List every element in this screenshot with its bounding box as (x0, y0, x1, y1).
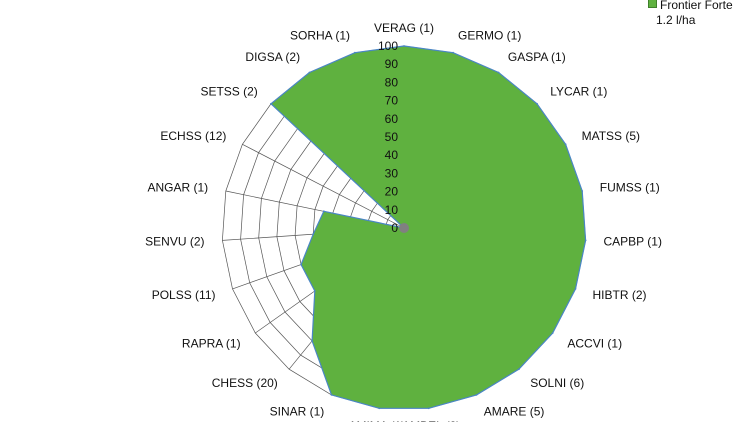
tick-label: 80 (385, 75, 399, 89)
tick-label: 70 (385, 94, 399, 108)
data-point (378, 407, 381, 410)
data-point (518, 368, 520, 371)
data-point (584, 239, 587, 242)
data-point (270, 102, 272, 105)
data-point (354, 51, 356, 54)
tick-label: 30 (385, 166, 399, 180)
legend-label-line1: Frontier Forte (660, 0, 733, 12)
category-label: DIGSA (2) (245, 50, 300, 64)
data-point (308, 71, 311, 74)
category-label: GERMO (1) (458, 28, 521, 42)
legend-label-line2: 1.2 l/ha (656, 13, 696, 27)
tick-label: 40 (385, 148, 399, 162)
data-point (551, 332, 554, 334)
data-point (403, 45, 405, 47)
data-point (475, 394, 478, 396)
category-label: AMBEL (2) (402, 419, 460, 422)
category-label: AMIMA (1) (348, 419, 405, 422)
category-label: CAPBP (1) (604, 235, 662, 249)
category-label: MATSS (5) (582, 129, 640, 143)
tick-label: 20 (385, 185, 399, 199)
data-point (564, 143, 567, 146)
data-point (311, 340, 313, 342)
category-label: POLSS (11) (152, 288, 216, 302)
legend-entry: Frontier Forte (648, 0, 750, 13)
data-point (427, 407, 430, 410)
data-point (313, 290, 316, 292)
data-point (300, 263, 302, 266)
data-point (497, 71, 500, 74)
category-label: ACCVI (1) (567, 336, 622, 350)
category-label: FUMSS (1) (600, 180, 660, 194)
category-label: VERAG (1) (374, 21, 434, 35)
center-dot (399, 223, 409, 233)
tick-label: 90 (385, 57, 399, 71)
grid-spoke (242, 143, 405, 229)
category-label: CHESS (20) (212, 376, 278, 390)
data-point (574, 288, 577, 290)
data-point (330, 394, 333, 396)
category-label: LYCAR (1) (550, 85, 607, 99)
data-series-area (270, 45, 587, 409)
category-label: HIBTR (2) (593, 288, 647, 302)
category-label: SINAR (1) (270, 404, 325, 418)
data-point (322, 210, 325, 213)
category-label: AMARE (5) (484, 404, 545, 418)
category-label: SORHA (1) (290, 28, 350, 42)
category-label: RAPRA (1) (182, 336, 241, 350)
category-label: GASPA (1) (508, 50, 566, 64)
tick-label: 60 (385, 112, 399, 126)
legend: Frontier Forte 1.2 l/ha (648, 0, 750, 32)
category-label: SENVU (2) (145, 235, 204, 249)
category-label: ANGAR (1) (148, 180, 209, 194)
data-point (312, 233, 315, 236)
category-label: SOLNI (6) (530, 376, 584, 390)
data-point (536, 102, 538, 105)
category-label: ECHSS (12) (160, 129, 226, 143)
data-point (581, 190, 584, 192)
tick-label: 100 (378, 39, 398, 53)
tick-label: 50 (385, 130, 399, 144)
data-point (452, 51, 454, 54)
tick-label: 10 (385, 203, 399, 217)
tick-label: 0 (391, 221, 398, 235)
category-label: SETSS (2) (200, 85, 257, 99)
legend-swatch (648, 0, 657, 8)
